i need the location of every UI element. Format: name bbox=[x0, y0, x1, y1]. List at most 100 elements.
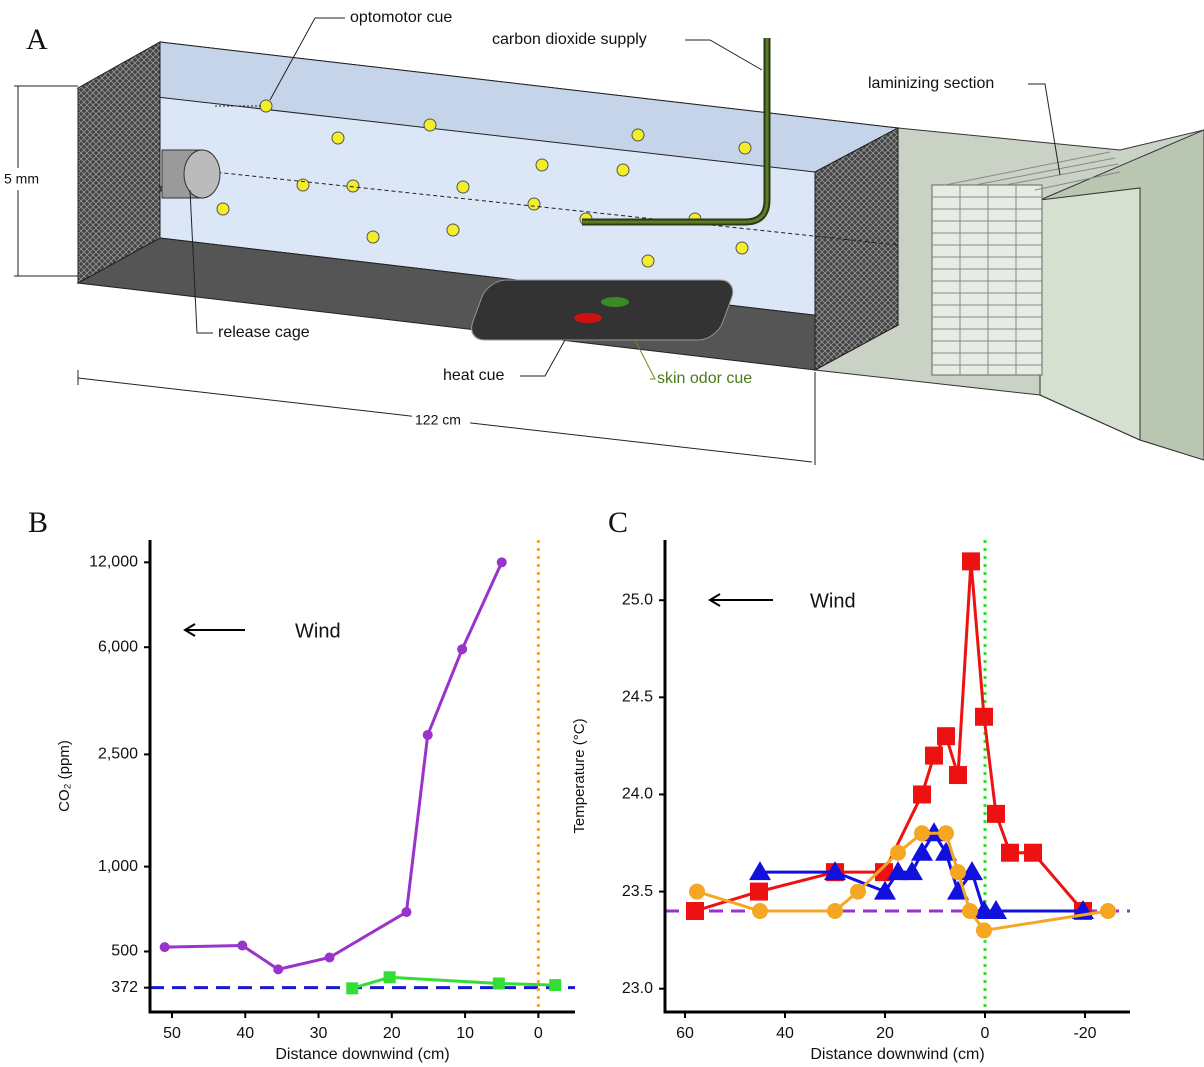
x-axis-title: Distance downwind (cm) bbox=[810, 1046, 984, 1063]
marker bbox=[237, 940, 248, 951]
marker bbox=[457, 644, 468, 655]
marker bbox=[686, 901, 704, 920]
x-tick-label: 10 bbox=[456, 1025, 474, 1042]
y-tick-label: 500 bbox=[111, 943, 138, 960]
marker bbox=[750, 882, 768, 901]
heat-spot bbox=[574, 313, 602, 323]
x-tick-label: 30 bbox=[310, 1025, 328, 1042]
marker bbox=[383, 971, 396, 984]
y-tick-label: 12,000 bbox=[89, 554, 138, 571]
label: skin odor cue bbox=[657, 370, 752, 387]
y-axis-title: CO₂ (ppm) bbox=[56, 740, 73, 812]
label: heat cue bbox=[443, 367, 504, 384]
y-tick-label: 23.5 bbox=[622, 883, 653, 900]
marker bbox=[273, 964, 284, 975]
label: carbon dioxide supply bbox=[492, 31, 647, 48]
marker bbox=[961, 861, 983, 881]
marker bbox=[911, 841, 933, 861]
label: 5 mm bbox=[4, 171, 39, 187]
marker bbox=[850, 883, 866, 900]
marker bbox=[950, 864, 966, 881]
marker bbox=[937, 727, 955, 746]
laminizer-fins bbox=[932, 151, 1121, 375]
marker bbox=[324, 952, 335, 963]
label: release cage bbox=[218, 324, 310, 341]
y-tick-label: 23.0 bbox=[622, 980, 653, 997]
marker bbox=[492, 977, 505, 990]
y-tick-label: 1,000 bbox=[98, 858, 138, 875]
marker bbox=[496, 557, 507, 568]
x-tick-label: 60 bbox=[676, 1025, 694, 1042]
marker bbox=[549, 979, 562, 992]
center-line bbox=[119, 161, 899, 246]
upwind-mesh bbox=[77, 41, 161, 284]
label: 122 cm bbox=[415, 412, 461, 428]
marker bbox=[1100, 902, 1116, 919]
funnel-side bbox=[1039, 187, 1141, 441]
odor-spot bbox=[601, 297, 629, 307]
panel-label: A bbox=[26, 23, 48, 56]
marker bbox=[938, 825, 954, 842]
annotation: Wind bbox=[810, 590, 856, 612]
marker bbox=[422, 729, 433, 740]
marker bbox=[1024, 843, 1042, 862]
marker bbox=[752, 902, 768, 919]
y-tick-label: 25.0 bbox=[622, 591, 653, 608]
marker bbox=[827, 902, 843, 919]
marker bbox=[962, 552, 980, 571]
x-tick-label: 20 bbox=[876, 1025, 894, 1042]
panel-label: C bbox=[608, 506, 628, 539]
x-tick-label: 50 bbox=[163, 1025, 181, 1042]
marker bbox=[914, 825, 930, 842]
marker bbox=[901, 861, 923, 881]
x-tick-label: 20 bbox=[383, 1025, 401, 1042]
x-axis-title: Distance downwind (cm) bbox=[275, 1046, 449, 1063]
wind-arrow bbox=[183, 623, 245, 637]
marker bbox=[874, 880, 896, 900]
marker bbox=[976, 922, 992, 939]
marker bbox=[875, 863, 893, 882]
x-tick-label: 0 bbox=[534, 1025, 543, 1042]
y-tick-label: 24.5 bbox=[622, 689, 653, 706]
marker bbox=[346, 982, 359, 995]
marker bbox=[925, 746, 943, 765]
marker bbox=[401, 907, 412, 918]
y-tick-label: 372 bbox=[111, 979, 138, 996]
heat-plate bbox=[471, 279, 734, 341]
marker bbox=[887, 861, 909, 881]
marker bbox=[987, 804, 1005, 823]
x-tick-label: -20 bbox=[1073, 1025, 1096, 1042]
marker bbox=[890, 844, 906, 861]
downwind-mesh bbox=[814, 127, 899, 371]
release-cage-end bbox=[183, 149, 221, 199]
marker bbox=[949, 766, 967, 785]
marker bbox=[824, 861, 846, 881]
y-tick-label: 2,500 bbox=[98, 746, 138, 763]
laminizer bbox=[931, 184, 1043, 376]
x-tick-label: 40 bbox=[236, 1025, 254, 1042]
label-bg bbox=[2, 168, 46, 190]
panel-label: B bbox=[28, 506, 48, 539]
series-line bbox=[164, 561, 504, 971]
y-tick-label: 24.0 bbox=[622, 786, 653, 803]
x-tick-label: 0 bbox=[981, 1025, 990, 1042]
marker bbox=[962, 902, 978, 919]
marker bbox=[1001, 843, 1019, 862]
co2-pipe-highlight bbox=[582, 38, 769, 224]
label: optomotor cue bbox=[350, 9, 452, 26]
annotation: Wind bbox=[295, 620, 341, 642]
x-tick-label: 40 bbox=[776, 1025, 794, 1042]
y-axis-title: Temperature (°C) bbox=[571, 718, 588, 833]
marker bbox=[159, 942, 170, 953]
marker bbox=[975, 707, 993, 726]
label: laminizing section bbox=[868, 75, 994, 92]
marker bbox=[749, 861, 771, 881]
marker bbox=[985, 899, 1007, 919]
tunnel-diagram: A optomotor cue carbon dioxide supply la… bbox=[2, 9, 1204, 465]
label-bg bbox=[412, 410, 470, 432]
series-line bbox=[351, 975, 556, 990]
marker bbox=[913, 785, 931, 804]
marker bbox=[689, 883, 705, 900]
wind-arrow bbox=[708, 593, 773, 607]
